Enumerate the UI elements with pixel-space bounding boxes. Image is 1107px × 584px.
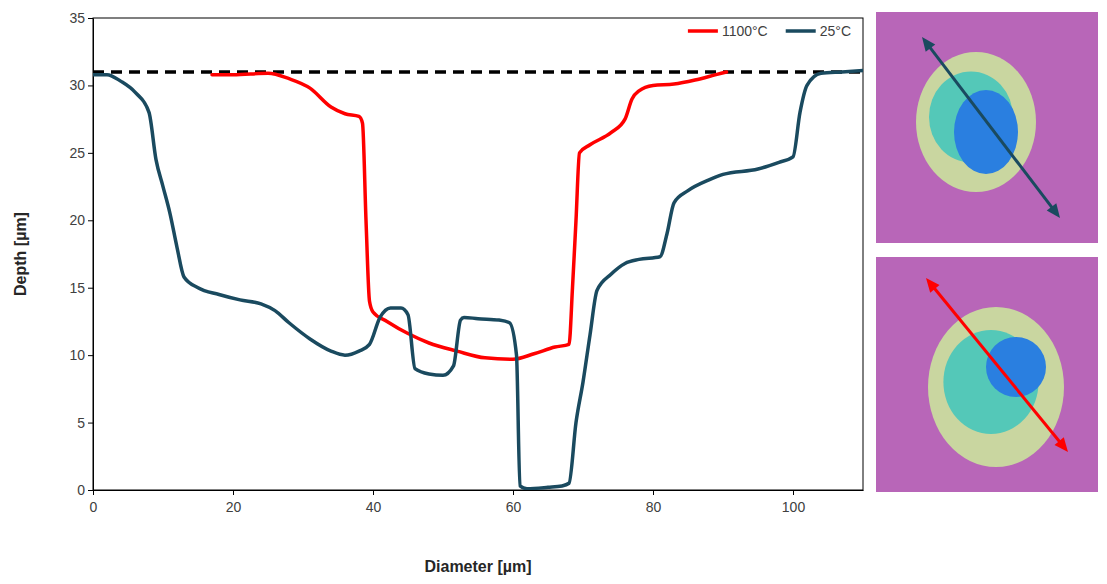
y-axis-title: Depth [µm] xyxy=(12,212,29,296)
legend-label: 25°C xyxy=(820,23,851,39)
y-tick-mark xyxy=(88,423,93,424)
micrograph xyxy=(876,257,1098,492)
y-tick-mark xyxy=(88,490,93,491)
micrograph-ground xyxy=(876,12,1098,243)
y-tick: 20 xyxy=(69,212,93,228)
micrograph xyxy=(876,12,1098,243)
x-tick: 20 xyxy=(226,490,242,515)
x-tick: 0 xyxy=(90,490,98,515)
y-tick: 10 xyxy=(69,347,93,363)
plot: 0 20 40 60 80 100 0 5 10 15 20 25 30 35 1100°C 25°C xyxy=(69,10,863,515)
y-tick-label: 30 xyxy=(69,77,85,93)
x-tick-label: 80 xyxy=(646,499,662,515)
arrow-head xyxy=(1054,437,1068,452)
x-tick-label: 60 xyxy=(506,499,522,515)
x-tick: 60 xyxy=(506,490,522,515)
legend-swatch xyxy=(786,29,816,33)
x-tick-mark xyxy=(373,490,374,495)
y-tick-mark xyxy=(88,288,93,289)
x-tick-mark xyxy=(653,490,654,495)
measure-arrow xyxy=(931,284,1063,446)
x-tick: 80 xyxy=(646,490,662,515)
y-tick-mark xyxy=(88,355,93,356)
y-axis-line xyxy=(93,19,94,491)
arrow-head xyxy=(922,37,935,52)
y-tick-label: 5 xyxy=(77,415,85,431)
series-line xyxy=(93,71,863,489)
x-tick-mark xyxy=(93,490,94,495)
y-tick: 0 xyxy=(77,482,93,498)
y-tick-mark xyxy=(88,85,93,86)
arrow-head xyxy=(926,278,940,293)
y-tick-label: 10 xyxy=(69,347,85,363)
x-tick: 100 xyxy=(782,490,806,515)
x-tick-label: 40 xyxy=(366,499,382,515)
x-tick-label: 100 xyxy=(782,499,806,515)
micrograph-core xyxy=(954,90,1018,174)
y-tick: 15 xyxy=(69,280,93,296)
y-tick-mark xyxy=(88,153,93,154)
legend-swatch xyxy=(688,29,718,33)
y-tick-label: 35 xyxy=(69,10,85,26)
y-tick-label: 25 xyxy=(69,145,85,161)
legend-item: 25°C xyxy=(786,23,851,39)
y-axis: 0 5 10 15 20 25 30 35 xyxy=(69,10,93,498)
legend-item: 1100°C xyxy=(688,23,768,39)
x-axis-line xyxy=(94,490,864,491)
reference-line xyxy=(93,70,863,74)
y-tick: 25 xyxy=(69,145,93,161)
plot-frame xyxy=(93,18,863,490)
x-tick-mark xyxy=(793,490,794,495)
micrograph-rim xyxy=(916,52,1036,192)
y-tick: 30 xyxy=(69,77,93,93)
y-tick-label: 20 xyxy=(69,212,85,228)
legend-label: 1100°C xyxy=(722,23,768,39)
y-tick-mark xyxy=(88,220,93,221)
micrograph-rim xyxy=(928,307,1064,467)
y-tick: 5 xyxy=(77,415,93,431)
chart: 0 20 40 60 80 100 0 5 10 15 20 25 30 35 1100°C 25°C Diam… xyxy=(0,0,1107,584)
arrow-head xyxy=(1047,203,1060,218)
y-tick-label: 0 xyxy=(77,482,85,498)
y-tick-mark xyxy=(88,18,93,19)
x-axis-title: Diameter [µm] xyxy=(424,558,531,575)
micrograph-ground xyxy=(876,257,1098,492)
measure-arrow xyxy=(927,43,1055,211)
data-area xyxy=(93,71,863,489)
x-tick-mark xyxy=(233,490,234,495)
x-tick-mark xyxy=(513,490,514,495)
x-axis: 0 20 40 60 80 100 xyxy=(90,490,864,515)
y-tick-label: 15 xyxy=(69,280,85,296)
x-tick-label: 0 xyxy=(90,499,98,515)
x-tick: 40 xyxy=(366,490,382,515)
y-tick: 35 xyxy=(69,10,93,26)
x-tick-label: 20 xyxy=(226,499,242,515)
legend: 1100°C 25°C xyxy=(688,23,851,39)
